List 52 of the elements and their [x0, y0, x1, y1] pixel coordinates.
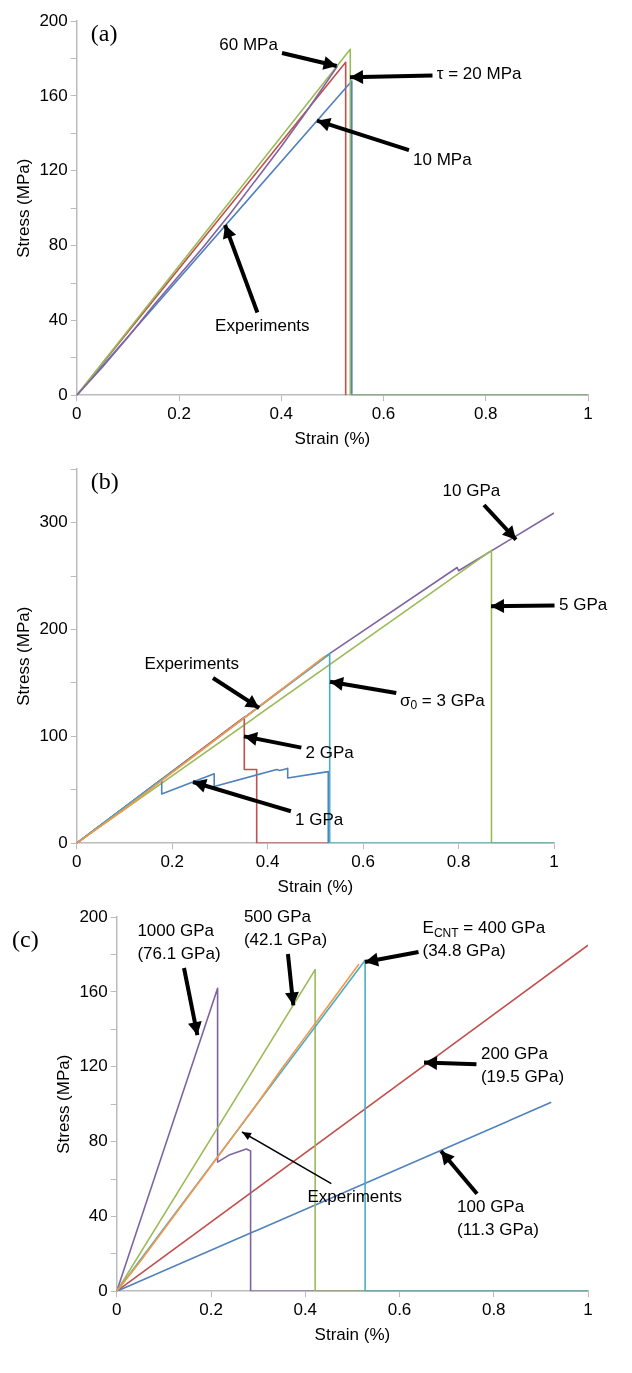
y-tick-label: 40 — [88, 1206, 108, 1226]
annotation: 200 GPa (19.5 GPa) — [480, 1044, 565, 1087]
chart-title: (a) — [90, 20, 118, 47]
x-tick-label: 1 — [583, 404, 593, 424]
x-tick-label: 0.6 — [387, 1300, 412, 1320]
y-tick-label: 80 — [88, 1131, 108, 1151]
x-tick-label: 0.2 — [160, 852, 185, 872]
y-axis-title: Stress (MPa) — [13, 606, 33, 706]
x-tick-label: 0.4 — [255, 852, 280, 872]
chart-title: (b) — [90, 468, 119, 495]
y-tick-label: 120 — [39, 160, 68, 180]
x-tick-label: 0.4 — [293, 1300, 318, 1320]
y-tick-label: 160 — [79, 981, 108, 1001]
x-tick-label: 1 — [583, 1300, 593, 1320]
y-tick-label: 0 — [58, 384, 68, 404]
annotation: 100 GPa (11.3 GPa) — [457, 1196, 539, 1239]
x-axis-title: Strain (%) — [294, 429, 371, 449]
y-tick-label: 80 — [48, 235, 68, 255]
y-tick-label: 200 — [39, 619, 68, 639]
x-axis-title: Strain (%) — [314, 1325, 391, 1345]
y-tick-label: 160 — [39, 85, 68, 105]
x-tick-label: 0.8 — [446, 852, 471, 872]
y-tick-label: 0 — [58, 832, 68, 852]
annotation: 60 MPa — [219, 34, 279, 54]
x-tick-label: 0.2 — [167, 404, 191, 424]
y-axis-title: Stress (MPa) — [13, 158, 33, 258]
y-tick-label: 40 — [48, 310, 68, 330]
x-tick-label: 1 — [549, 852, 559, 872]
annotation: 1000 GPa (76.1 GPa) — [137, 921, 221, 964]
y-tick-label: 300 — [39, 512, 68, 532]
x-axis-title: Strain (%) — [277, 877, 354, 897]
annotation: 500 GPa (42.1 GPa) — [243, 907, 328, 949]
y-axis-title: Stress (MPa) — [53, 1054, 73, 1154]
y-tick-label: 0 — [98, 1280, 108, 1300]
annotation: Experiments — [144, 653, 240, 673]
annotation: 5 GPa — [559, 594, 608, 614]
annotation: Experiments — [215, 315, 310, 335]
y-tick-label: 120 — [79, 1056, 108, 1076]
y-tick-label: 200 — [39, 10, 68, 30]
annotation: 10 GPa — [442, 481, 501, 501]
x-tick-label: 0.8 — [473, 404, 498, 424]
y-tick-label: 200 — [79, 906, 108, 926]
chart-title: (c) — [12, 926, 39, 953]
annotation: 10 MPa — [413, 150, 473, 170]
x-tick-label: 0.6 — [371, 404, 396, 424]
x-tick-label: 0.8 — [481, 1300, 506, 1320]
x-tick-label: 0 — [112, 1300, 122, 1320]
x-tick-label: 0.6 — [351, 852, 375, 872]
annotation: τ = 20 MPa — [436, 64, 522, 83]
x-tick-label: 0.4 — [269, 404, 294, 424]
y-tick-label: 100 — [39, 726, 68, 746]
x-tick-label: 0.2 — [199, 1300, 223, 1320]
